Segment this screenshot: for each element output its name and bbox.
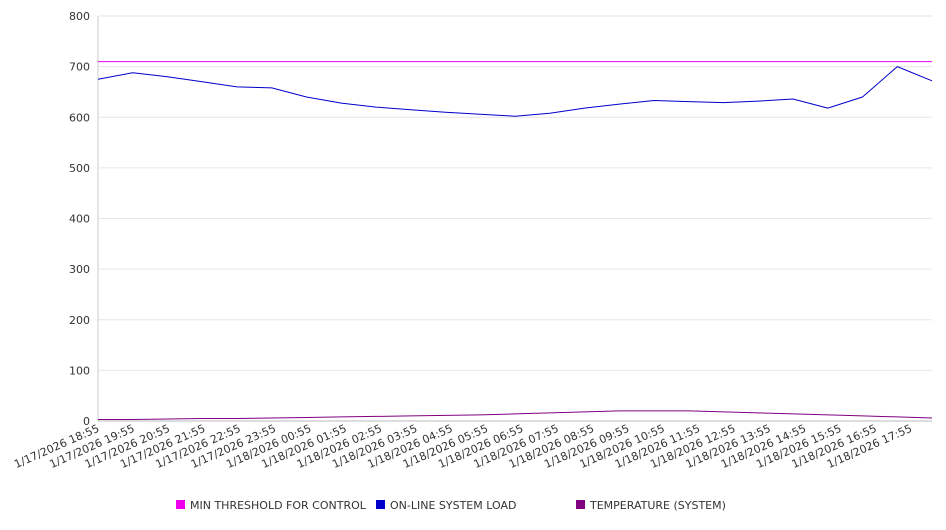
series-line-1 xyxy=(97,66,933,117)
series-line-2 xyxy=(98,410,933,420)
legend-swatch xyxy=(576,500,585,509)
legend-swatch xyxy=(176,500,185,509)
y-tick-label: 800 xyxy=(69,10,90,23)
legend-label: ON-LINE SYSTEM LOAD xyxy=(390,499,516,512)
legend: MIN THRESHOLD FOR CONTROL ON-LINE SYSTEM … xyxy=(176,499,726,512)
legend-swatch xyxy=(376,500,385,509)
legend-label: TEMPERATURE (SYSTEM) xyxy=(589,499,726,512)
y-tick-label: 700 xyxy=(69,61,90,74)
y-tick-label: 300 xyxy=(69,263,90,276)
y-tick-label: 400 xyxy=(69,213,90,226)
legend-label: MIN THRESHOLD FOR CONTROL xyxy=(190,499,367,512)
y-tick-label: 200 xyxy=(69,314,90,327)
y-tick-label: 500 xyxy=(69,162,90,175)
series-layer xyxy=(97,61,933,420)
grid-layer xyxy=(98,15,932,422)
y-tick-label: 600 xyxy=(69,111,90,124)
y-tick-label: 100 xyxy=(69,364,90,377)
y-tick-label: 0 xyxy=(83,415,90,428)
